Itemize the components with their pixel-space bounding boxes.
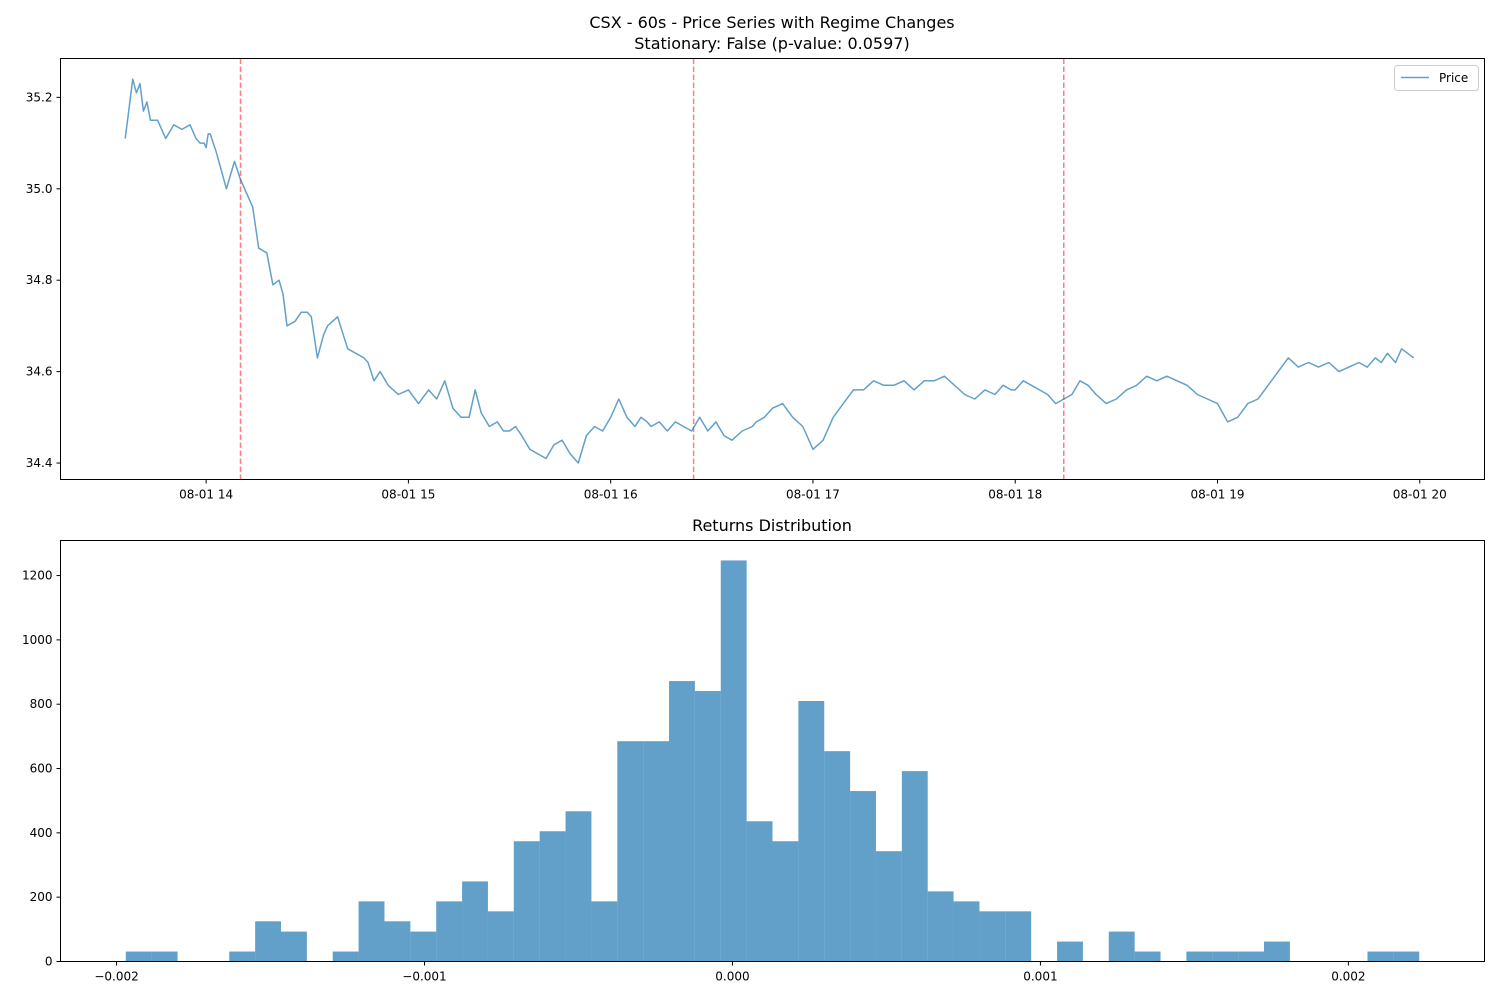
histogram-bar xyxy=(462,881,488,962)
histogram-bar xyxy=(875,851,902,962)
price-x-tick-label: 08-01 18 xyxy=(988,488,1042,502)
legend-price-label: Price xyxy=(1439,71,1468,85)
histogram-bar xyxy=(125,951,152,962)
histogram-y-tick-label: 1000 xyxy=(22,633,53,647)
histogram-y-tick-label: 200 xyxy=(30,890,53,904)
price-y-tick-label: 34.8 xyxy=(26,273,53,287)
histogram-bar xyxy=(1057,941,1083,962)
price-x-tick-label: 08-01 16 xyxy=(584,488,638,502)
histogram-y-tick-label: 0 xyxy=(45,955,53,969)
histogram-bar xyxy=(410,931,437,962)
price-y-tick-label: 35.2 xyxy=(26,90,53,104)
histogram-bar xyxy=(151,951,178,962)
histogram-bar xyxy=(720,560,747,962)
price-chart-subtitle: Stationary: False (p-value: 0.0597) xyxy=(634,34,909,53)
histogram-bar xyxy=(255,921,281,962)
histogram-bar xyxy=(1367,951,1394,962)
histogram-x-tick-label: 0.000 xyxy=(715,970,749,984)
histogram-bar xyxy=(436,901,463,962)
price-legend: Price xyxy=(1394,65,1479,91)
histogram-x-tick-label: −0.001 xyxy=(402,970,446,984)
histogram-bar xyxy=(384,921,411,962)
histogram-bar xyxy=(824,751,851,962)
histogram-bar xyxy=(979,911,1006,962)
histogram-bar xyxy=(643,741,670,962)
histogram-y-tick-label: 800 xyxy=(30,697,53,711)
price-x-tick-label: 08-01 19 xyxy=(1191,488,1245,502)
histogram-bar xyxy=(280,931,307,962)
histogram-bar xyxy=(798,700,825,962)
histogram-bar xyxy=(229,951,256,962)
histogram-bar xyxy=(772,841,799,962)
histogram-bar xyxy=(850,791,876,962)
histogram-bar xyxy=(539,831,566,962)
histogram-bar xyxy=(591,901,618,962)
price-chart: CSX - 60s - Price Series with Regime Cha… xyxy=(26,13,1485,502)
histogram-x-tick-label: −0.002 xyxy=(94,970,138,984)
histogram-bar xyxy=(669,681,695,962)
histogram-y-tick-label: 1200 xyxy=(22,569,53,583)
histogram-bar xyxy=(746,821,773,962)
histogram-plot-frame xyxy=(60,540,1485,962)
histogram-x-tick-label: 0.002 xyxy=(1331,970,1365,984)
histogram-y-tick-label: 600 xyxy=(30,762,53,776)
price-x-tick-label: 08-01 14 xyxy=(179,488,233,502)
price-plot-frame xyxy=(60,58,1485,480)
histogram-bar xyxy=(1212,951,1239,962)
histogram-title: Returns Distribution xyxy=(692,516,852,535)
histogram-x-tick-label: 0.001 xyxy=(1023,970,1057,984)
histogram-bar xyxy=(694,691,721,962)
histogram-bar xyxy=(1005,911,1032,962)
histogram-bar xyxy=(1264,941,1290,962)
price-x-tick-label: 08-01 20 xyxy=(1393,488,1447,502)
returns-histogram: Returns Distribution −0.002 −0.001 0.000 0.… xyxy=(22,516,1485,984)
histogram-bar xyxy=(487,911,514,962)
histogram-bar xyxy=(617,741,644,962)
histogram-bar xyxy=(1393,951,1420,962)
histogram-bar xyxy=(1108,931,1135,962)
price-y-tick-label: 35.0 xyxy=(26,182,53,196)
histogram-bar xyxy=(332,951,359,962)
price-x-tick-label: 08-01 15 xyxy=(381,488,435,502)
histogram-bar xyxy=(1186,951,1213,962)
histogram-bar xyxy=(565,811,592,962)
histogram-bar xyxy=(953,901,980,962)
price-y-tick-label: 34.4 xyxy=(26,456,53,470)
price-chart-title: CSX - 60s - Price Series with Regime Cha… xyxy=(589,13,954,32)
histogram-bar xyxy=(513,841,540,962)
histogram-y-tick-label: 400 xyxy=(30,826,53,840)
histogram-bar xyxy=(358,901,385,962)
histogram-bar xyxy=(927,891,954,962)
price-series-line xyxy=(124,78,1415,464)
price-x-tick-label: 08-01 17 xyxy=(786,488,840,502)
price-y-tick-label: 34.6 xyxy=(26,365,53,379)
histogram-bar xyxy=(1238,951,1265,962)
histogram-bar xyxy=(1134,951,1161,962)
histogram-bar xyxy=(901,771,928,962)
legend-box xyxy=(1394,65,1479,91)
